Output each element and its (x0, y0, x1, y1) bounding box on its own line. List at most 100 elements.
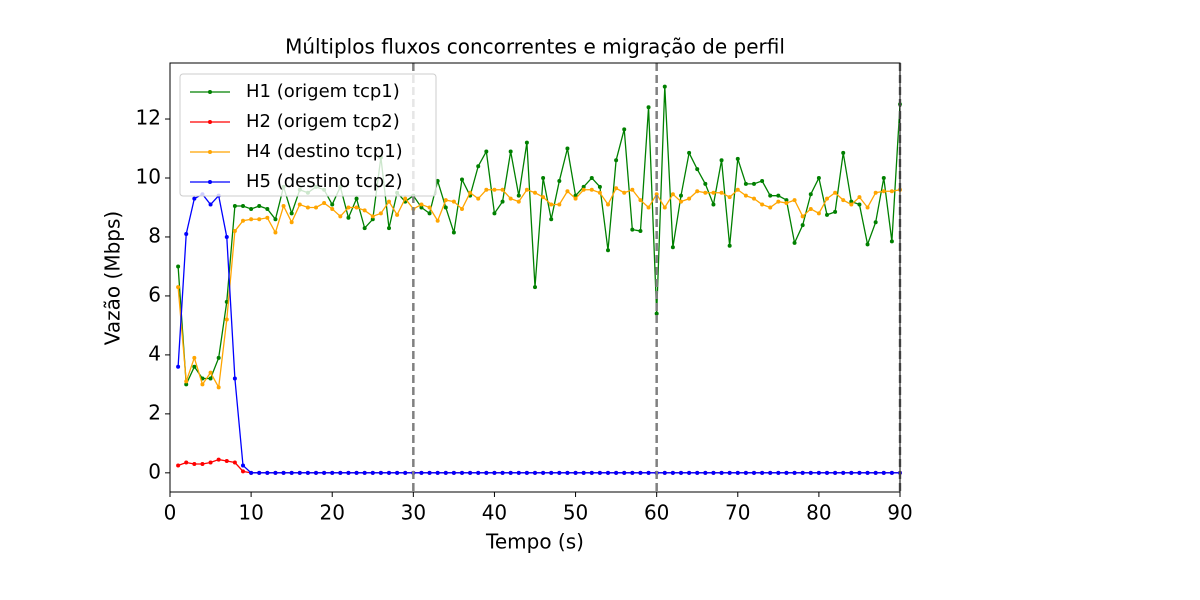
data-point (378, 470, 383, 475)
data-point (841, 198, 846, 203)
data-point (800, 470, 805, 475)
data-point (873, 470, 878, 475)
x-tick-label: 10 (238, 501, 263, 525)
data-point (492, 187, 497, 192)
data-point (224, 459, 229, 464)
data-point (184, 379, 189, 384)
data-point (719, 190, 724, 195)
data-point (500, 470, 505, 475)
data-point (752, 196, 756, 201)
data-point (492, 211, 497, 216)
data-point (241, 218, 245, 223)
data-point (606, 248, 610, 253)
data-point (257, 217, 262, 222)
data-point (297, 202, 302, 207)
data-point (873, 220, 878, 225)
data-point (192, 196, 197, 201)
x-tick-label: 90 (887, 501, 912, 525)
y-tick-label: 8 (148, 223, 161, 247)
data-point (679, 470, 683, 475)
data-point (427, 470, 432, 475)
data-point (857, 202, 862, 207)
data-point (354, 205, 359, 210)
data-point (476, 164, 481, 169)
legend-marker (208, 180, 212, 184)
data-point (192, 461, 197, 466)
data-point (889, 470, 894, 475)
data-point (468, 470, 473, 475)
data-point (322, 201, 327, 206)
data-point (387, 199, 391, 204)
data-point (630, 470, 635, 475)
data-point (216, 355, 221, 360)
data-point (370, 217, 375, 222)
data-point (606, 202, 610, 207)
data-point (800, 223, 805, 228)
data-point (468, 190, 473, 195)
data-point (808, 206, 813, 211)
data-point (427, 211, 432, 216)
data-point (662, 205, 667, 210)
data-point (362, 208, 367, 213)
data-point (776, 199, 781, 204)
data-point (460, 177, 464, 182)
data-point (176, 463, 181, 468)
data-point (516, 199, 521, 204)
data-point (492, 470, 497, 475)
data-point (419, 202, 424, 207)
legend-marker (208, 150, 212, 154)
data-point (881, 189, 886, 194)
data-point (589, 470, 594, 475)
data-point (800, 214, 805, 219)
data-point (825, 196, 829, 201)
data-point (687, 196, 692, 201)
data-point (695, 167, 700, 172)
data-point (565, 146, 570, 151)
data-point (208, 202, 213, 207)
data-point (273, 470, 278, 475)
data-point (224, 234, 229, 239)
data-point (541, 470, 546, 475)
data-point (378, 211, 383, 216)
data-point (606, 470, 610, 475)
data-point (703, 181, 708, 186)
data-point (200, 382, 205, 387)
data-point (687, 470, 692, 475)
data-point (224, 317, 229, 322)
data-point (241, 469, 245, 474)
data-point (622, 470, 627, 475)
y-tick-label: 10 (136, 164, 161, 188)
data-point (849, 470, 854, 475)
data-point (670, 245, 675, 250)
data-point (833, 470, 838, 475)
data-point (743, 193, 748, 198)
y-tick-label: 2 (148, 400, 161, 424)
x-tick-label: 30 (401, 501, 426, 525)
legend-label: H5 (destino tcp2) (246, 171, 403, 192)
data-point (889, 239, 894, 244)
data-point (354, 470, 359, 475)
data-point (581, 187, 586, 192)
data-point (533, 470, 537, 475)
data-point (841, 470, 846, 475)
data-point (500, 187, 505, 192)
data-point (662, 84, 667, 89)
data-point (508, 196, 513, 201)
data-point (849, 202, 854, 207)
data-point (419, 470, 424, 475)
data-point (249, 217, 254, 222)
data-point (484, 187, 489, 192)
data-point (524, 140, 529, 145)
data-point (703, 190, 708, 195)
data-point (816, 175, 821, 180)
data-point (192, 364, 197, 369)
y-tick-label: 0 (148, 459, 161, 483)
data-point (435, 470, 440, 475)
data-point (208, 370, 213, 375)
data-point (557, 202, 562, 207)
data-point (857, 470, 862, 475)
data-point (654, 311, 659, 316)
plot-frame (169, 62, 901, 493)
data-point (241, 463, 245, 468)
